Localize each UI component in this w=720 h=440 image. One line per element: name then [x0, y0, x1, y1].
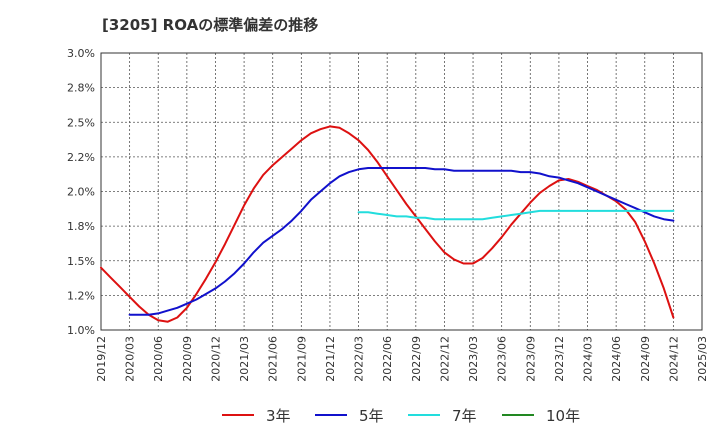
x-tick-label: 2020/12: [209, 336, 222, 382]
y-tick-label: 1.8%: [67, 220, 95, 233]
y-tick-label: 1.0%: [67, 324, 95, 337]
x-tick-label: 2022/03: [353, 336, 366, 382]
x-tick-label: 2021/06: [267, 336, 280, 382]
x-tick-label: 2020/06: [152, 336, 165, 382]
legend: 3年 5年 7年 10年: [0, 400, 720, 430]
y-tick-label: 1.5%: [67, 255, 95, 268]
x-tick-label: 2020/03: [124, 336, 137, 382]
y-axis-ticks: 1.0% 1.2% 1.5% 1.8% 2.0% 2.2% 2.5% 2.8% 3.0%: [67, 47, 95, 337]
x-tick-label: 2019/12: [95, 336, 108, 382]
legend-swatch-10y: [502, 414, 534, 416]
legend-swatch-7y: [408, 414, 440, 416]
series-line-0: [100, 125, 675, 323]
y-tick-label: 2.0%: [67, 186, 95, 199]
x-tick-label: 2021/09: [295, 336, 308, 382]
chart-title: [3205] ROAの標準偏差の推移: [102, 16, 319, 34]
line-chart: 1.0% 1.2% 1.5% 1.8% 2.0% 2.2% 2.5% 2.8% 3.0% 201…: [67, 47, 709, 382]
series-lines: [100, 125, 675, 323]
series-line-2: [357, 209, 675, 221]
legend-label-3y: 3年: [266, 406, 291, 425]
y-tick-label: 1.2%: [67, 289, 95, 302]
x-tick-label: 2024/03: [582, 336, 595, 382]
x-tick-label: 2021/12: [324, 336, 337, 382]
legend-label-5y: 5年: [359, 406, 384, 425]
plot-area-border: [100, 52, 703, 331]
legend-item-5y: 5年: [315, 400, 384, 430]
y-tick-label: 3.0%: [67, 47, 95, 60]
legend-item-3y: 3年: [222, 400, 291, 430]
x-tick-label: 2023/09: [524, 336, 537, 382]
x-tick-label: 2023/12: [553, 336, 566, 382]
y-tick-label: 2.5%: [67, 116, 95, 129]
y-tick-label: 2.8%: [67, 82, 95, 95]
x-tick-label: 2025/03: [696, 336, 709, 382]
x-axis-ticks: 2019/12 2020/03 2020/06 2020/09 2020/12 2021/…: [95, 336, 709, 382]
y-tick-label: 2.2%: [67, 151, 95, 164]
x-tick-label: 2024/06: [610, 336, 623, 382]
x-tick-label: 2024/12: [667, 336, 680, 382]
x-tick-label: 2021/03: [238, 336, 251, 382]
x-tick-label: 2022/12: [438, 336, 451, 382]
x-tick-label: 2022/09: [410, 336, 423, 382]
grid-lines: [101, 53, 702, 330]
legend-label-10y: 10年: [546, 406, 581, 425]
x-tick-label: 2022/06: [381, 336, 394, 382]
x-tick-label: 2024/09: [639, 336, 652, 382]
x-tick-label: 2023/03: [467, 336, 480, 382]
series-line-1: [128, 167, 675, 316]
x-tick-label: 2020/09: [181, 336, 194, 382]
legend-label-7y: 7年: [452, 406, 477, 425]
x-tick-label: 2023/06: [496, 336, 509, 382]
legend-item-7y: 7年: [408, 400, 477, 430]
legend-item-10y: 10年: [502, 400, 580, 430]
legend-swatch-5y: [315, 414, 347, 416]
legend-swatch-3y: [222, 414, 254, 416]
